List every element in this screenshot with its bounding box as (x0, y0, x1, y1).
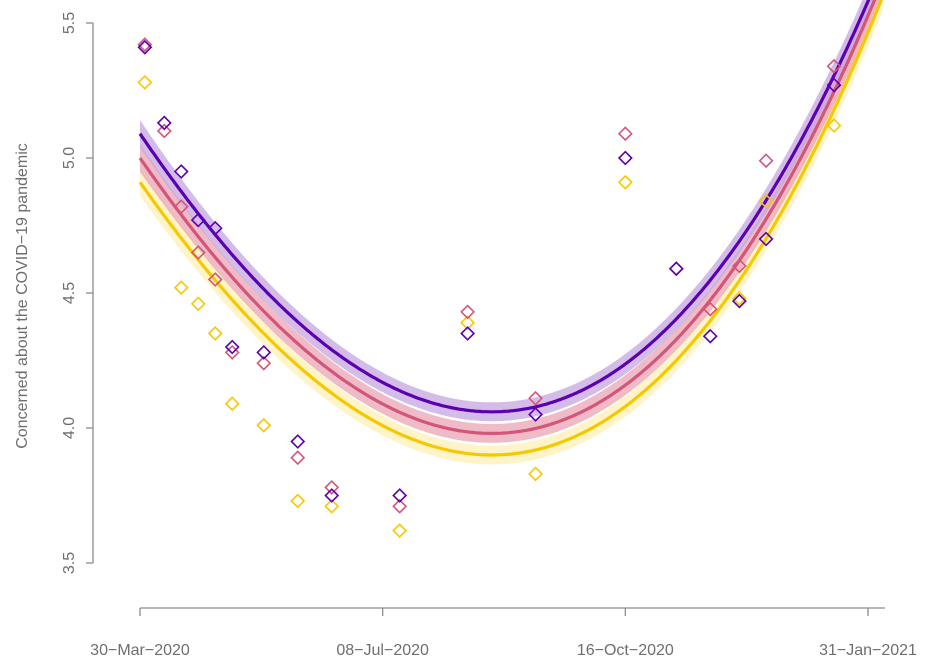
fit-curve (138, 0, 877, 435)
data-point (256, 344, 272, 360)
data-point (190, 245, 206, 260)
data-point (826, 77, 842, 93)
data-point (668, 261, 684, 277)
data-point (826, 118, 842, 134)
x-axis: 30−Mar−2020 08−Jul−2020 16−Oct−2020 31−Jan−… (90, 607, 917, 659)
data-point (460, 304, 476, 320)
data-point (256, 417, 272, 433)
data-point (324, 498, 340, 514)
data-point (392, 523, 408, 539)
data-point (702, 328, 718, 344)
data-point (156, 123, 172, 139)
data-point (702, 301, 718, 317)
data-point (290, 450, 306, 466)
data-point (173, 280, 189, 296)
x-tick-label: 30−Mar−2020 (90, 642, 190, 659)
y-tick-label: 5.5 (61, 12, 78, 34)
data-point (224, 339, 240, 355)
data-point (617, 126, 633, 142)
data-point (528, 407, 543, 422)
data-point (460, 326, 476, 341)
data-point (190, 296, 206, 312)
data-point (617, 150, 633, 166)
data-point (324, 488, 340, 503)
x-tick-label: 16−Oct−2020 (577, 642, 674, 659)
data-point (156, 115, 172, 131)
y-tick-label: 5.0 (61, 147, 78, 169)
x-tick-label: 08−Jul−2020 (336, 642, 429, 659)
data-point (392, 488, 408, 503)
data-point (758, 231, 774, 247)
data-point (224, 396, 240, 412)
data-point (668, 261, 684, 277)
data-point (460, 315, 476, 331)
x-tick-label: 31−Jan−2021 (819, 642, 917, 659)
data-point (392, 498, 408, 514)
y-tick-label: 4.0 (61, 417, 78, 439)
y-axis-title: Concerned about the COVID−19 pandemic (14, 143, 31, 449)
data-point (190, 212, 206, 228)
data-point (137, 39, 153, 55)
data-point (528, 466, 543, 482)
data-point (173, 164, 189, 179)
data-point (731, 290, 747, 306)
y-axis: 3.5 4.0 4.5 5.0 5.5 (61, 12, 94, 574)
data-point (207, 272, 223, 287)
data-point (617, 174, 633, 190)
data-point (758, 193, 774, 209)
data-points (137, 37, 842, 539)
data-point (528, 390, 543, 406)
y-tick-label: 3.5 (61, 552, 78, 574)
fit-curve (138, 0, 883, 457)
data-point (224, 344, 240, 360)
data-point (324, 479, 340, 495)
data-point (207, 220, 223, 236)
data-point (256, 355, 272, 371)
y-tick-label: 4.5 (61, 282, 78, 304)
fit-curve (138, 0, 871, 414)
data-point (758, 153, 774, 169)
data-point (290, 493, 306, 509)
data-point (207, 326, 223, 341)
data-point (731, 293, 747, 309)
confidence-band (140, 0, 881, 443)
data-point (137, 37, 153, 53)
data-point (826, 58, 842, 74)
fit-curves (138, 0, 883, 457)
data-point (137, 74, 153, 90)
data-point (731, 258, 747, 274)
data-point (290, 434, 306, 449)
data-point (173, 199, 189, 215)
